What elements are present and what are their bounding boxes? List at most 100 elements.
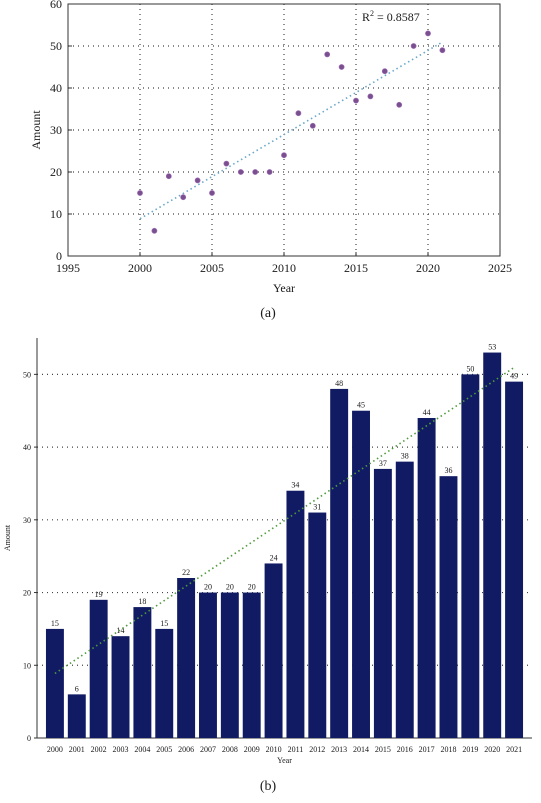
x-tick-label: 2011 [288,745,304,754]
x-tick-label: 2021 [506,745,522,754]
bar [505,381,524,738]
x-tick-label: 2015 [375,745,391,754]
data-point [194,177,201,184]
data-point [266,169,273,175]
data-point [281,152,287,159]
bar-value-label: 24 [270,553,278,562]
bar [264,563,283,738]
data-point [324,51,331,58]
bar-value-label: 44 [423,408,431,417]
r-squared-label: R2 = 0.8587 [362,9,420,24]
x-tick-label: 2000 [128,261,152,275]
data-point [410,43,417,49]
bar-value-label: 50 [466,364,474,373]
y-tick-label: 10 [23,661,31,670]
bar-value-label: 6 [75,684,79,693]
data-point [223,160,230,167]
panel-caption-b: (b) [259,779,277,794]
x-axis-label: Year [277,756,292,765]
x-tick-label: 2005 [200,261,224,275]
data-point [209,190,215,196]
y-tick-label: 50 [50,39,62,53]
bar [45,628,64,738]
x-tick-label: 2015 [344,261,368,275]
bar-value-label: 31 [313,503,321,512]
bar [417,418,436,738]
bar [220,592,239,738]
bar [395,461,414,738]
trend-line [139,41,443,220]
y-tick-label: 30 [50,123,62,137]
x-tick-label: 2004 [134,745,150,754]
bar-value-label: 48 [335,379,343,388]
data-point [439,47,446,54]
bar-value-label: 45 [357,401,365,410]
x-tick-label: 2017 [419,745,435,754]
x-tick-label: 2000 [47,745,63,754]
bar [111,636,130,738]
data-point [252,169,259,175]
bar [308,512,327,738]
bar [199,592,217,738]
bar [439,476,458,738]
bar-value-label: 53 [488,343,496,352]
x-tick-label: 2014 [353,745,369,754]
bar-value-label: 37 [379,459,387,468]
x-tick-label: 2001 [69,745,85,754]
data-point [309,122,316,129]
x-tick-label: 2020 [416,261,440,275]
x-axis-label: Year [273,281,295,295]
panel-caption-a: (a) [260,306,276,321]
bar [483,352,502,738]
bar-value-label: 15 [51,619,59,628]
bar [352,410,370,738]
bar-value-label: 36 [444,466,452,475]
x-tick-label: 2012 [309,745,325,754]
x-tick-label: 2010 [266,745,282,754]
x-tick-label: 2025 [488,261,512,275]
y-tick-label: 10 [50,207,62,221]
y-tick-label: 40 [50,81,62,95]
bar-value-label: 14 [117,626,125,635]
bar-value-label: 34 [291,481,299,490]
y-tick-label: 50 [23,370,31,379]
x-tick-label: 2008 [222,745,238,754]
x-tick-label: 2016 [397,745,413,754]
y-tick-label: 60 [50,0,62,11]
x-tick-label: 2003 [113,745,129,754]
y-tick-label: 20 [23,589,31,598]
y-axis-label: Amount [29,110,43,150]
x-tick-label: 2010 [272,261,296,275]
bar-value-label: 22 [182,568,190,577]
scatter-chart: 0 10 20 30 40 50 60 1995 2000 2005 2010 2015 2020 202… [29,0,512,295]
bar-value-label: 20 [204,583,212,592]
bar-value-label: 19 [95,590,103,599]
bar-value-label: 20 [248,583,256,592]
x-tick-label: 2002 [91,745,107,754]
data-point [338,64,345,70]
y-tick-label: 30 [23,516,31,525]
bar [133,607,152,738]
y-tick-label: 40 [23,443,31,452]
trend-line [54,366,515,675]
bar [242,592,261,738]
x-tick-label: 2019 [462,745,478,754]
data-point [295,110,302,117]
y-axis-label: Amount [3,524,12,551]
bar-value-label: 18 [138,597,146,606]
x-tick-label: 2013 [331,745,347,754]
data-point [165,173,172,180]
bar-value-label: 15 [160,619,168,628]
x-tick-label: 2009 [244,745,260,754]
bar-value-label: 38 [401,452,409,461]
data-point [396,101,403,108]
bar [155,628,174,738]
data-point [137,190,143,196]
x-tick-label: 2005 [156,745,172,754]
y-tick-label: 0 [27,734,31,743]
bar [89,599,108,738]
x-tick-label: 2007 [200,745,216,754]
x-tick-label: 1995 [56,261,80,275]
data-point [180,194,187,201]
